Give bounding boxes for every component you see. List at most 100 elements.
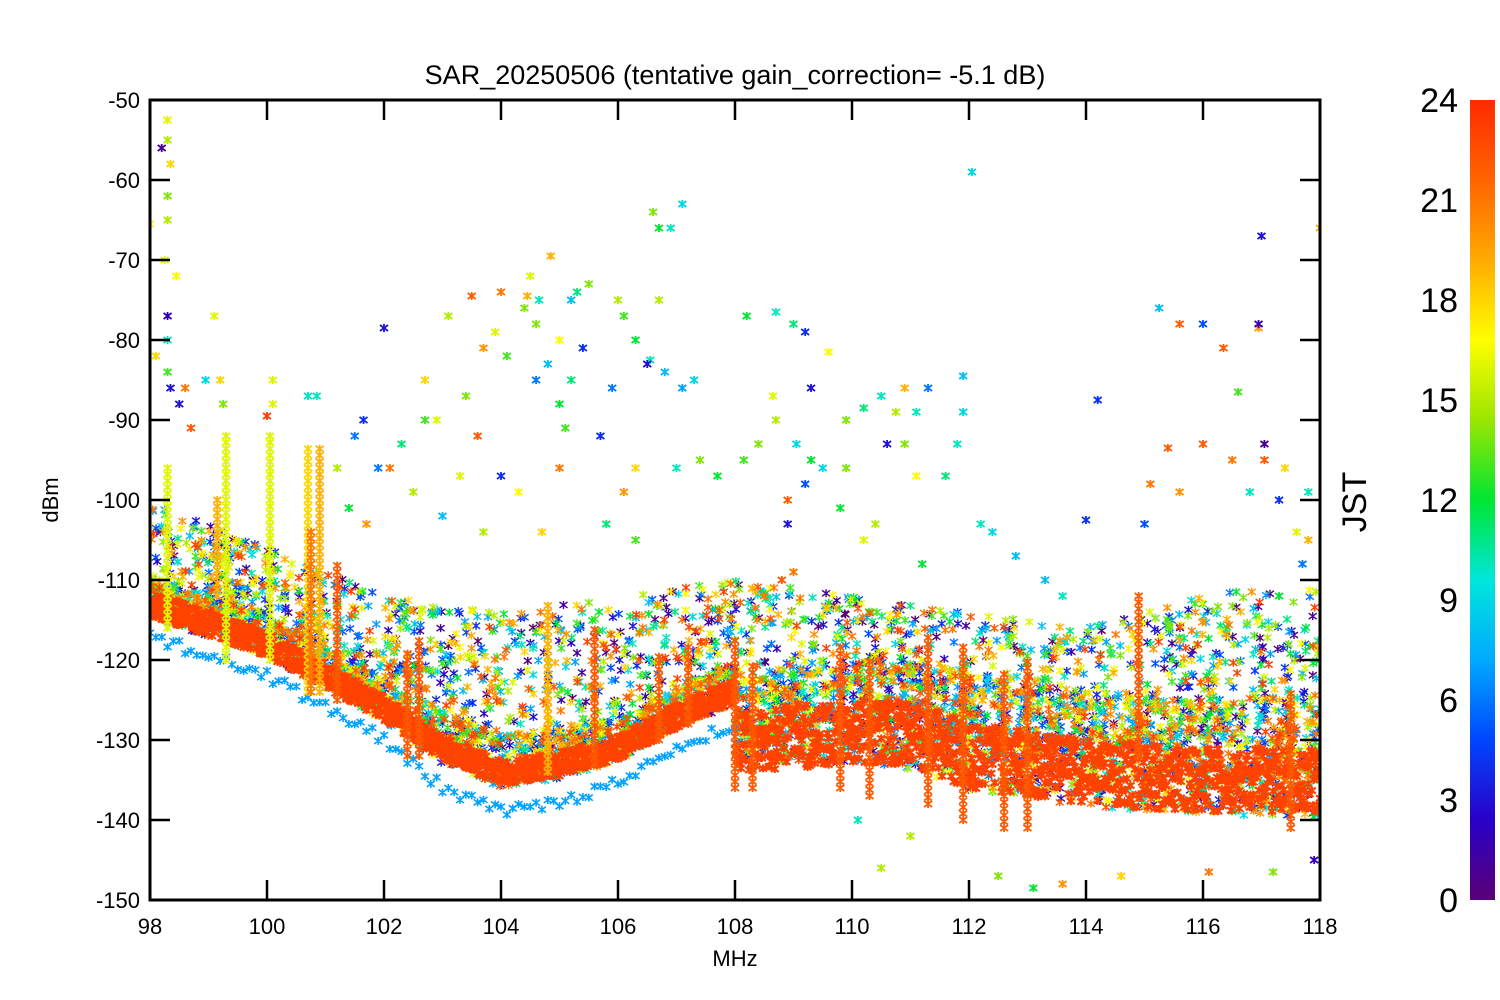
y-tick-label--110: -110 xyxy=(98,568,140,593)
outlier-point-36 xyxy=(467,292,477,300)
outlier-point-137 xyxy=(1259,440,1269,448)
outlier-point-95 xyxy=(800,328,810,336)
outlier-point-74 xyxy=(619,488,629,496)
spike-22 xyxy=(1134,592,1144,760)
outlier-point-14 xyxy=(180,384,190,392)
x-tick-label-104: 104 xyxy=(483,914,520,939)
spike-6 xyxy=(315,444,325,696)
outlier-point-151 xyxy=(1274,592,1284,600)
y-tick-label--150: -150 xyxy=(96,888,140,913)
outlier-point-30 xyxy=(397,440,407,448)
colorbar-title: JST xyxy=(1336,472,1374,532)
y-axis: -150 -140 -130 -120 -110 -100 -90 -80 -70 -60 -50 xyxy=(96,88,1320,913)
colorbar-tick-label-9: 9 xyxy=(1439,582,1458,620)
outlier-point-165 xyxy=(1028,884,1038,892)
x-tick-label-100: 100 xyxy=(249,914,286,939)
outlier-point-11 xyxy=(151,352,161,360)
outlier-point-111 xyxy=(900,440,910,448)
outlier-point-43 xyxy=(525,272,535,280)
colorbar-ticks: 0 3 6 9 12 15 18 21 24 xyxy=(1420,82,1458,920)
outlier-point-139 xyxy=(1280,464,1290,472)
outlier-point-39 xyxy=(496,288,506,296)
outlier-point-54 xyxy=(578,344,588,352)
outlier-point-127 xyxy=(1093,396,1103,404)
outlier-point-160 xyxy=(788,568,799,576)
outlier-point-158 xyxy=(783,520,793,528)
spike-5 xyxy=(306,528,316,696)
outlier-point-86 xyxy=(478,528,488,536)
outlier-point-58 xyxy=(619,312,629,320)
outlier-point-63 xyxy=(648,208,658,216)
outlier-point-64 xyxy=(654,224,664,232)
outlier-point-171 xyxy=(853,816,863,824)
outlier-point-150 xyxy=(1303,536,1313,544)
outlier-point-163 xyxy=(876,864,886,872)
outlier-point-41 xyxy=(519,304,529,312)
outlier-point-84 xyxy=(361,520,371,528)
outlier-point-155 xyxy=(859,536,869,544)
outlier-point-72 xyxy=(671,464,682,472)
outlier-point-5 xyxy=(163,216,173,224)
outlier-point-57 xyxy=(613,296,623,304)
outlier-point-70 xyxy=(695,456,705,464)
outlier-point-132 xyxy=(1233,388,1243,396)
outlier-point-125 xyxy=(1081,516,1091,524)
outlier-point-78 xyxy=(473,432,483,440)
outlier-point-122 xyxy=(987,528,997,536)
x-tick-label-110: 110 xyxy=(834,914,869,939)
outlier-point-145 xyxy=(1139,520,1150,528)
spike-17 xyxy=(865,657,875,800)
outlier-point-18 xyxy=(218,400,228,408)
chart-title: SAR_20250506 (tentative gain_correction=… xyxy=(425,60,1046,90)
outlier-point-114 xyxy=(941,472,951,480)
outlier-point-118 xyxy=(923,384,933,392)
outlier-point-107 xyxy=(859,404,869,412)
outlier-point-15 xyxy=(209,312,219,320)
outlier-point-124 xyxy=(1040,576,1050,584)
x-tick-label-112: 112 xyxy=(951,914,986,939)
spike-7 xyxy=(332,561,342,704)
outlier-point-77 xyxy=(496,472,506,480)
outlier-point-81 xyxy=(385,464,395,472)
outlier-point-128 xyxy=(1154,304,1164,312)
outlier-point-147 xyxy=(1245,488,1255,496)
colorbar xyxy=(1470,100,1495,900)
outlier-point-172 xyxy=(905,832,916,840)
outlier-point-33 xyxy=(432,416,442,424)
spike-23 xyxy=(1286,689,1296,832)
outlier-point-3 xyxy=(165,160,176,168)
outlier-point-119 xyxy=(900,384,910,392)
outlier-point-156 xyxy=(835,504,845,512)
colorbar-tick-label-24: 24 xyxy=(1420,82,1458,120)
spike-19 xyxy=(958,643,968,824)
outlier-point-87 xyxy=(537,528,547,536)
y-tick-label--90: -90 xyxy=(108,408,140,433)
outlier-point-80 xyxy=(408,488,418,496)
outlier-point-170 xyxy=(1309,856,1319,864)
outlier-point-120 xyxy=(967,168,977,176)
colorbar-tick-label-15: 15 xyxy=(1420,382,1458,420)
outlier-point-162 xyxy=(759,592,769,600)
outlier-point-47 xyxy=(531,376,541,384)
outlier-point-28 xyxy=(350,432,360,440)
outlier-point-116 xyxy=(958,408,968,416)
y-tick-label--50: -50 xyxy=(108,88,140,113)
x-axis-title: MHz xyxy=(712,946,757,971)
plot-area xyxy=(150,116,1320,892)
outlier-point-90 xyxy=(595,432,605,440)
spike-2 xyxy=(212,496,222,600)
outlier-point-130 xyxy=(1198,320,1208,328)
outlier-point-76 xyxy=(514,488,524,496)
outlier-point-2 xyxy=(163,136,173,144)
outlier-point-153 xyxy=(917,560,927,568)
outlier-point-66 xyxy=(677,200,687,208)
spike-12 xyxy=(654,652,664,744)
outlier-point-73 xyxy=(631,464,641,472)
outlier-point-161 xyxy=(777,576,787,584)
outlier-point-4 xyxy=(163,192,173,200)
outlier-point-62 xyxy=(642,360,652,368)
outlier-point-143 xyxy=(1163,444,1173,452)
outlier-point-159 xyxy=(800,480,810,488)
outlier-point-75 xyxy=(554,464,565,472)
